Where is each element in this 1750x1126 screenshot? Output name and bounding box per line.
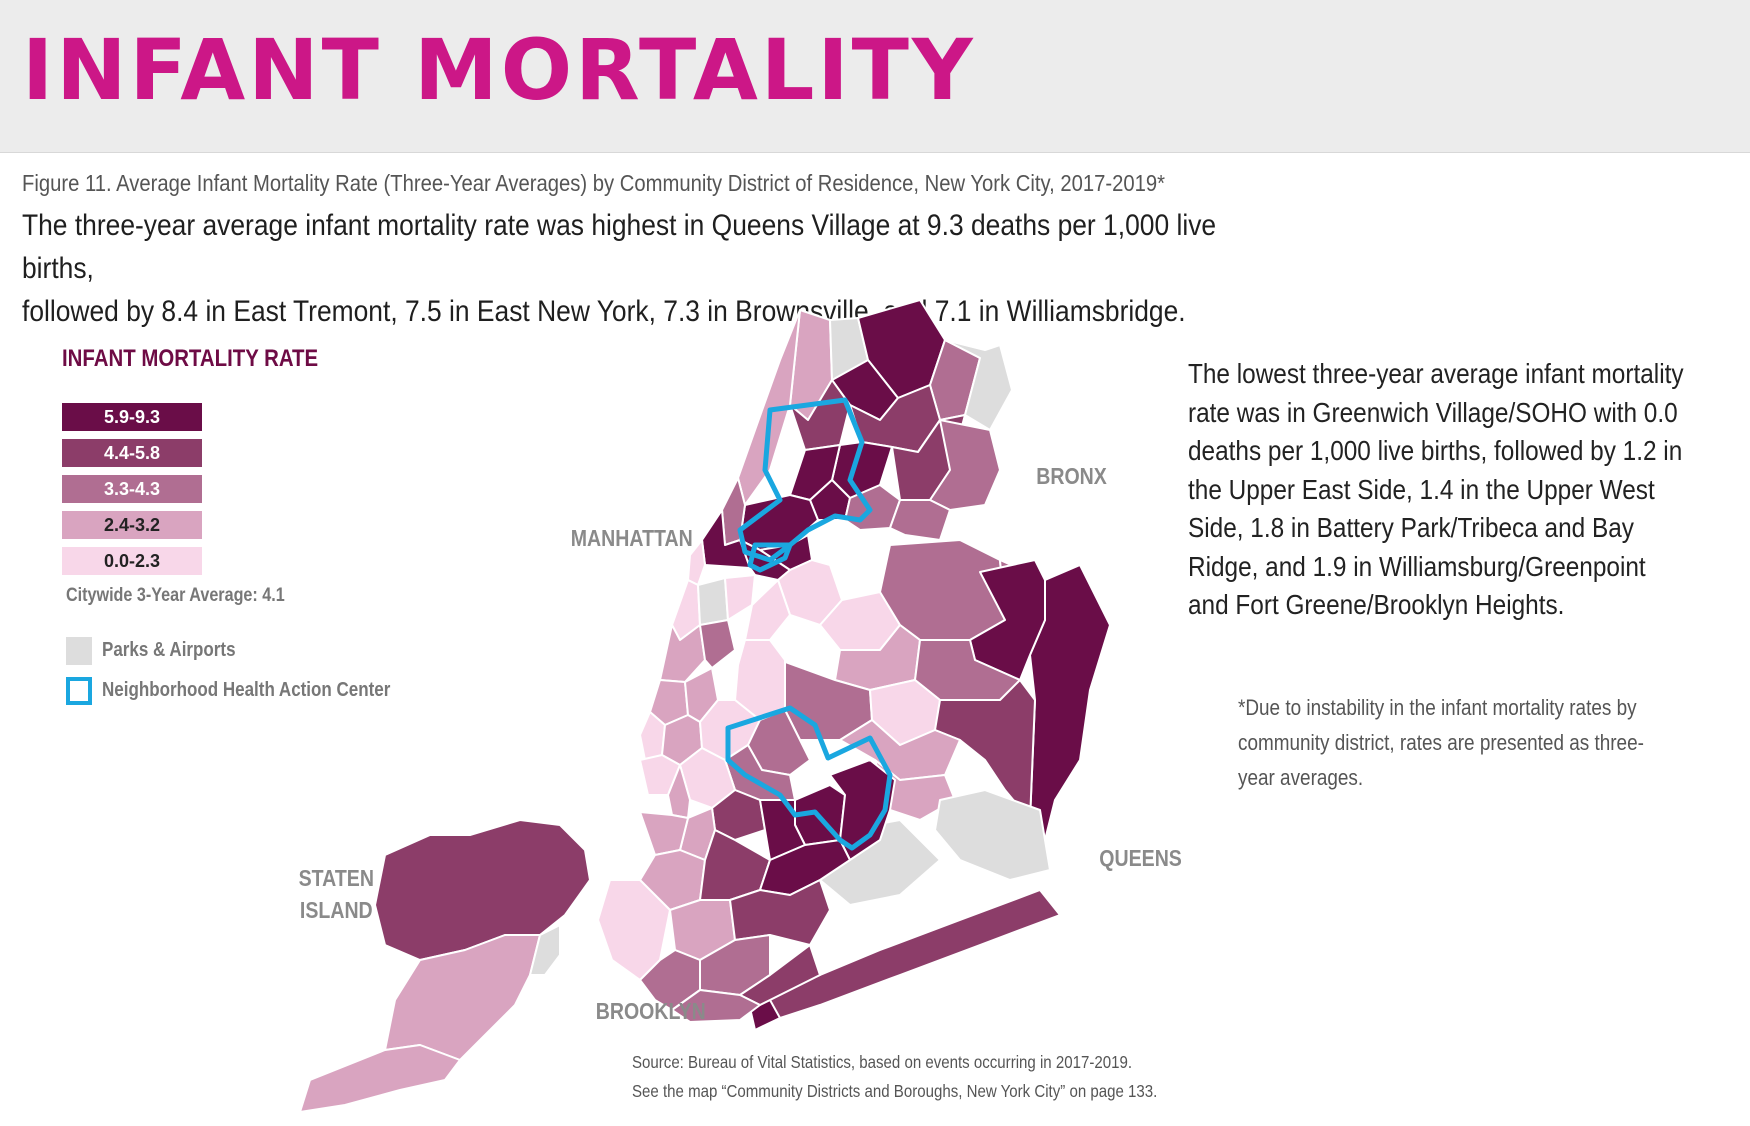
legend-item: 4.4-5.8 [62,439,202,467]
legend-title: INFANT MORTALITY RATE [62,345,319,372]
parks-swatch [66,637,92,665]
district-queens-long-island-city [744,579,791,641]
legend-item: 3.3-4.3 [62,475,202,503]
district-brooklyn-red-hook [639,811,689,856]
headline-line-2: followed by 8.4 in East Tremont, 7.5 in … [22,295,1186,328]
district-queens-jfk-airport [934,789,1051,881]
map-legend: INFANT MORTALITY RATE 5.9-9.3 4.4-5.8 3.3-… [62,345,442,705]
page-title: INFANT MORTALITY [22,21,976,119]
footnote: *Due to instability in the infant mortal… [1238,695,1644,790]
figure-caption: Figure 11. Average Infant Mortality Rate… [22,170,1165,196]
borough-label-brooklyn: BROOKLYN [595,998,706,1024]
citywide-average: Citywide 3-Year Average: 4.1 [66,585,285,606]
district-bronx-soundview [889,499,951,541]
source-line-2: See the map “Community Districts and Bor… [632,1081,1158,1101]
headline: The three-year average infant mortality … [22,204,1272,333]
legend-item: 2.4-3.2 [62,511,202,539]
borough-label-manhattan: MANHATTAN [570,525,693,551]
headline-line-1: The three-year average infant mortality … [22,209,1217,285]
action-center-outline-harlem [747,542,793,573]
district-brooklyn-east-new-york [829,759,896,861]
borough-label-queens: QUEENS [1099,845,1182,871]
source-line-1: Source: Bureau of Vital Statistics, base… [632,1052,1133,1072]
district-staten-island-park [529,924,561,976]
district-brooklyn-brooklyn-heights [667,764,691,819]
district-staten-island-north [374,819,591,961]
borough-label-staten-island: STATEN ISLAND [299,862,374,926]
district-queens-fresh-meadows [969,559,1046,681]
staten-island-line-2: ISLAND [299,897,373,923]
district-manhattan-midtown [699,619,736,669]
header-band: INFANT MORTALITY [0,0,1750,153]
action-center-label: Neighborhood Health Action Center [102,679,391,701]
legend-item: 0.0-2.3 [62,547,202,575]
district-bronx-pelham [944,339,1013,431]
staten-island-line-1: STATEN [298,865,374,891]
district-manhattan-central-park [697,577,729,626]
district-staten-island-mid [384,934,541,1061]
source-note: Source: Bureau of Vital Statistics, base… [632,1048,1165,1106]
borough-label-bronx: BRONX [1036,463,1107,489]
action-center-outline-bronx [737,397,873,563]
action-center-outline-brooklyn [725,705,893,851]
district-brooklyn-coney-island [671,989,761,1023]
district-bronx-throgs [929,419,1001,511]
legend-item: 5.9-9.3 [62,403,202,431]
action-center-swatch [66,677,92,705]
district-queens-rockaway [759,889,1061,1019]
district-staten-island-south [299,1044,461,1113]
parks-label: Parks & Airports [102,639,236,661]
lowest-rate-summary: The lowest three-year average infant mor… [1188,358,1684,620]
